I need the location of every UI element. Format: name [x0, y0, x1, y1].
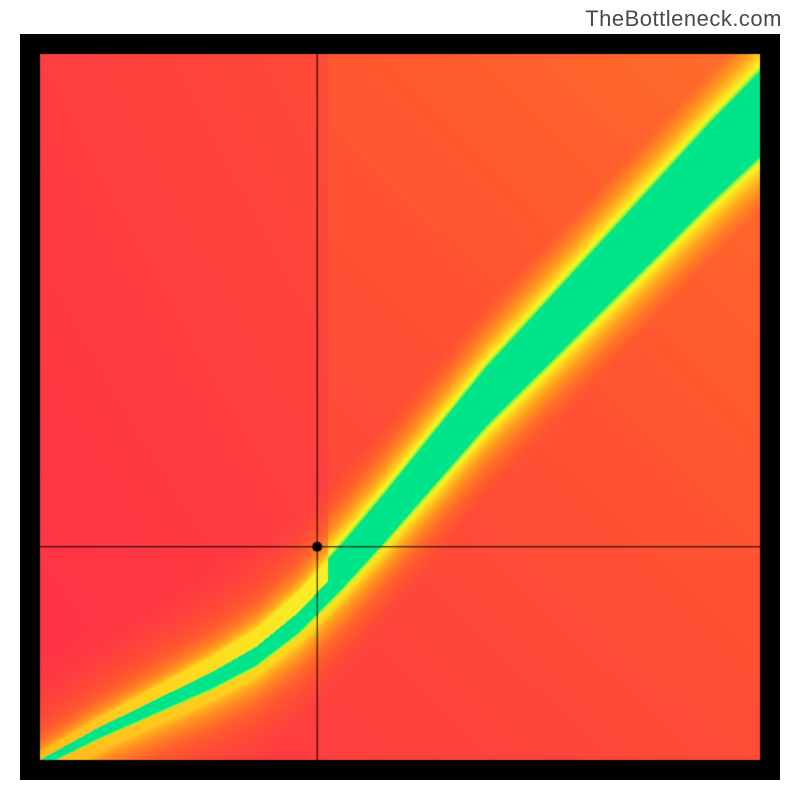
heatmap-canvas — [20, 34, 780, 780]
chart-frame — [20, 34, 780, 780]
chart-container: TheBottleneck.com — [0, 0, 800, 800]
watermark-text: TheBottleneck.com — [585, 6, 782, 32]
